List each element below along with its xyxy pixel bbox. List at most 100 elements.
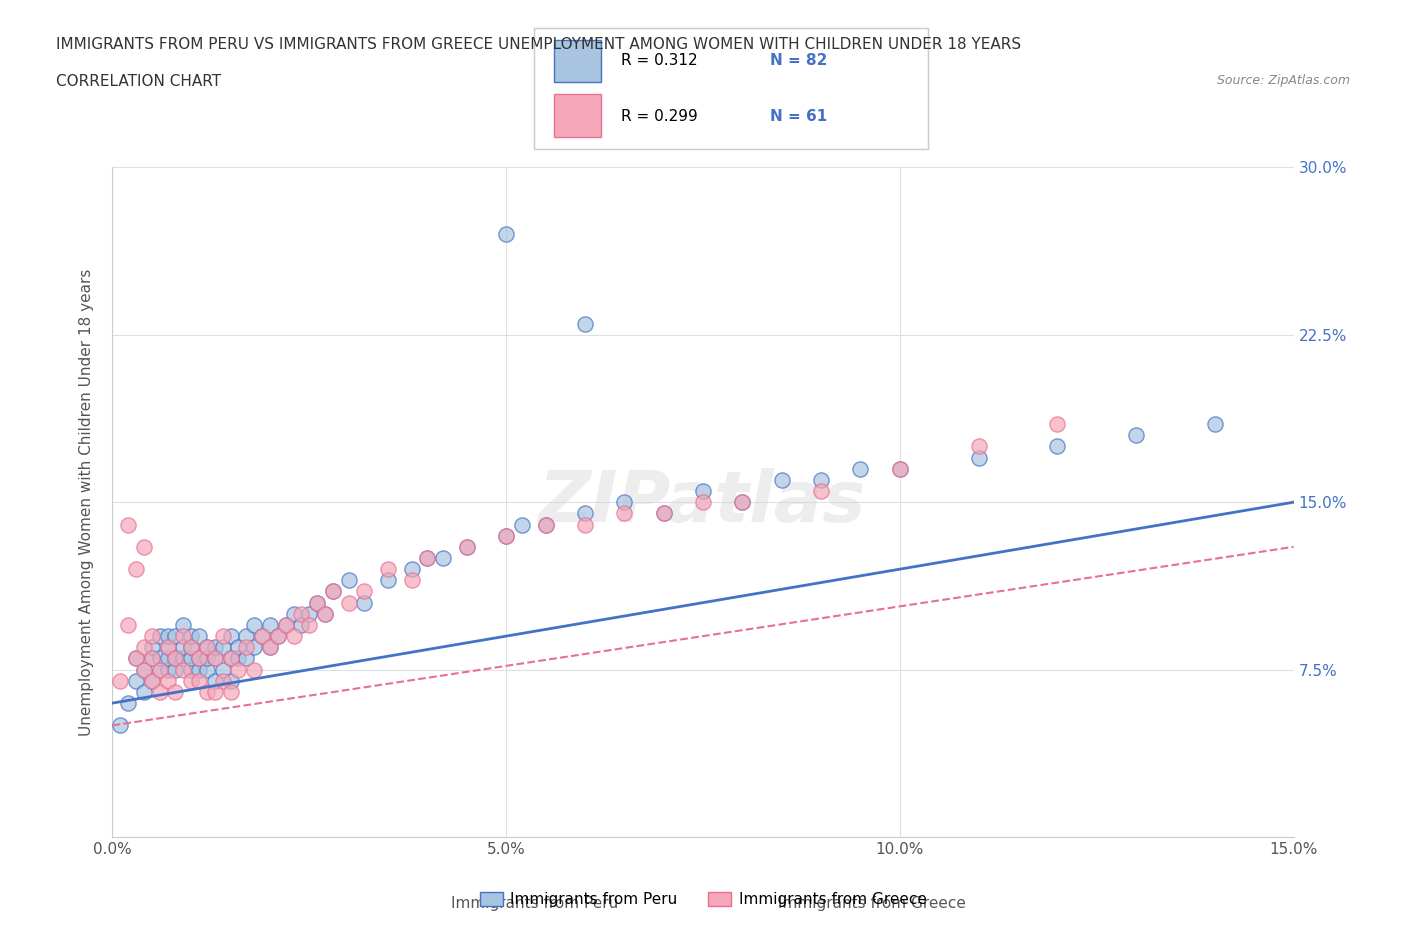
Point (1204, 417, 1226, 432)
Point (141, 651, 163, 666)
Point (149, 684, 172, 699)
Point (180, 662, 202, 677)
Point (298, 606, 321, 621)
Point (322, 584, 344, 599)
Point (125, 651, 148, 666)
Point (195, 640, 218, 655)
Point (613, 495, 636, 510)
Point (125, 562, 148, 577)
Point (337, 595, 360, 610)
Text: R = 0.299: R = 0.299 (621, 109, 697, 124)
Point (195, 662, 218, 677)
Point (267, 629, 290, 644)
Point (731, 495, 754, 510)
Point (1046, 439, 1069, 454)
Point (204, 673, 226, 688)
Point (652, 506, 675, 521)
Point (195, 651, 218, 666)
Point (692, 484, 714, 498)
Point (219, 629, 242, 644)
Text: CORRELATION CHART: CORRELATION CHART (56, 74, 221, 89)
Point (290, 606, 312, 621)
Point (259, 640, 281, 655)
Point (188, 651, 211, 666)
Point (495, 528, 517, 543)
Point (219, 651, 242, 666)
Point (204, 640, 226, 655)
Point (165, 684, 187, 699)
Point (353, 584, 375, 599)
Point (156, 640, 179, 655)
Point (172, 640, 194, 655)
Point (211, 629, 233, 644)
Point (117, 696, 139, 711)
Point (259, 640, 281, 655)
Point (149, 662, 172, 677)
Point (188, 629, 211, 644)
Point (141, 651, 163, 666)
Point (149, 629, 172, 644)
Point (495, 528, 517, 543)
Text: ZIPatlas: ZIPatlas (540, 468, 866, 537)
Point (141, 673, 163, 688)
Point (259, 618, 281, 632)
Point (377, 573, 399, 588)
Point (401, 562, 423, 577)
Point (510, 517, 533, 532)
Point (165, 651, 187, 666)
Point (290, 618, 312, 632)
Point (613, 506, 636, 521)
Point (314, 606, 336, 621)
Point (274, 618, 297, 632)
Point (1046, 417, 1069, 432)
Text: Source: ZipAtlas.com: Source: ZipAtlas.com (1216, 74, 1350, 87)
Point (165, 662, 187, 677)
Point (353, 595, 375, 610)
Point (172, 629, 194, 644)
Point (456, 539, 478, 554)
Point (172, 662, 194, 677)
Point (219, 673, 242, 688)
Point (283, 606, 305, 621)
Point (416, 551, 439, 565)
Point (211, 673, 233, 688)
Point (889, 461, 911, 476)
Point (110, 673, 132, 688)
Point (132, 539, 155, 554)
Point (211, 640, 233, 655)
Point (156, 673, 179, 688)
Point (810, 484, 832, 498)
Point (188, 651, 211, 666)
Point (165, 651, 187, 666)
Point (456, 539, 478, 554)
Point (652, 506, 675, 521)
Point (117, 517, 139, 532)
Point (298, 618, 321, 632)
Point (770, 472, 793, 487)
Point (219, 684, 242, 699)
Point (125, 651, 148, 666)
Point (132, 684, 155, 699)
Point (156, 629, 179, 644)
Point (228, 662, 250, 677)
Point (180, 640, 202, 655)
Text: Immigrants from Greece: Immigrants from Greece (778, 897, 966, 911)
Point (731, 495, 754, 510)
Point (235, 629, 257, 644)
Point (243, 662, 266, 677)
Point (204, 651, 226, 666)
Point (132, 662, 155, 677)
Point (235, 640, 257, 655)
Text: Immigrants from Peru: Immigrants from Peru (451, 897, 617, 911)
Point (211, 662, 233, 677)
Point (172, 618, 194, 632)
Point (889, 461, 911, 476)
Point (156, 640, 179, 655)
Point (149, 651, 172, 666)
Point (243, 618, 266, 632)
Point (172, 651, 194, 666)
Point (165, 629, 187, 644)
Point (195, 640, 218, 655)
Point (810, 472, 832, 487)
Point (204, 684, 226, 699)
